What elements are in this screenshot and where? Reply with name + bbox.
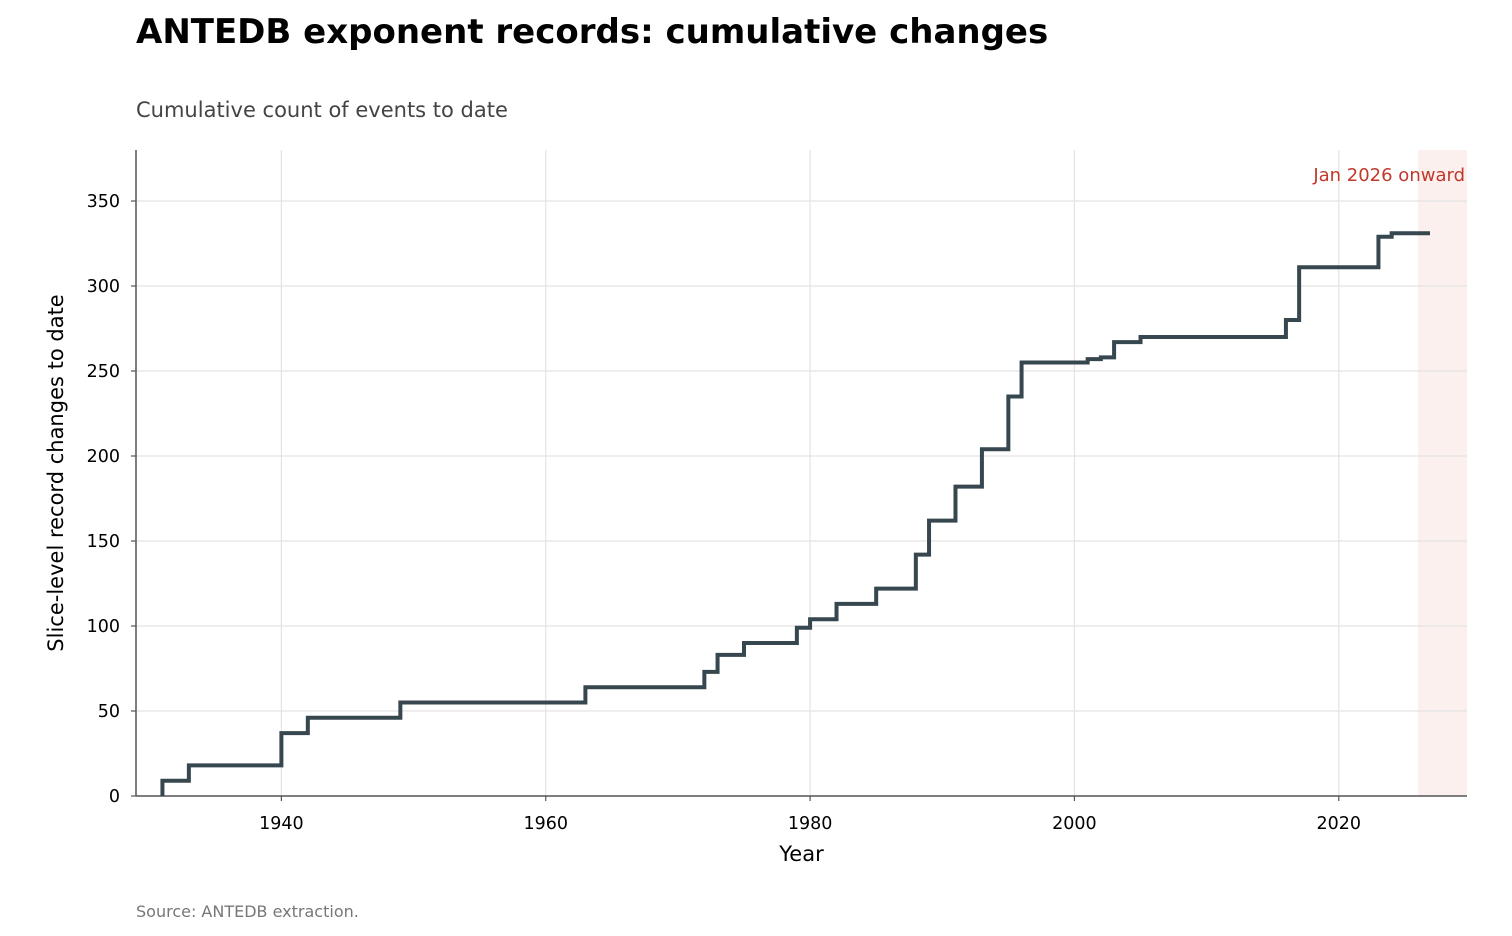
axes (135, 150, 1467, 797)
y-tick-label: 300 (87, 277, 120, 297)
x-axis-label: Year (778, 842, 824, 866)
gridlines (136, 150, 1467, 797)
shaded-region (1418, 150, 1467, 796)
x-tick-label: 2000 (1052, 814, 1097, 834)
y-tick-label: 200 (87, 447, 120, 467)
x-tick-label: 1940 (259, 814, 304, 834)
shaded-region-label: Jan 2026 onward (1312, 165, 1465, 186)
y-tick-label: 100 (87, 617, 120, 637)
chart-title: ANTEDB exponent records: cumulative chan… (136, 12, 1049, 52)
cumulative-step-line (160, 231, 1430, 796)
shaded-region-layer (1418, 150, 1467, 796)
y-tick-label: 150 (87, 532, 120, 552)
y-tick-label: 0 (109, 787, 120, 807)
x-tick-label: 1960 (523, 814, 568, 834)
source-note: Source: ANTEDB extraction. (136, 902, 359, 921)
chart-subtitle: Cumulative count of events to date (136, 98, 508, 122)
y-tick-label: 350 (87, 192, 120, 212)
x-tick-label: 1980 (788, 814, 833, 834)
tick-labels: 1940 1960 1980 2000 2020 0 50 100 150 200 250 300 35… (87, 192, 1361, 834)
y-axis-label: Slice-level record changes to date (44, 294, 68, 651)
y-tick-label: 250 (87, 362, 120, 382)
series-layer (160, 231, 1430, 796)
x-tick-label: 2020 (1317, 814, 1362, 834)
y-tick-label: 50 (98, 702, 120, 722)
